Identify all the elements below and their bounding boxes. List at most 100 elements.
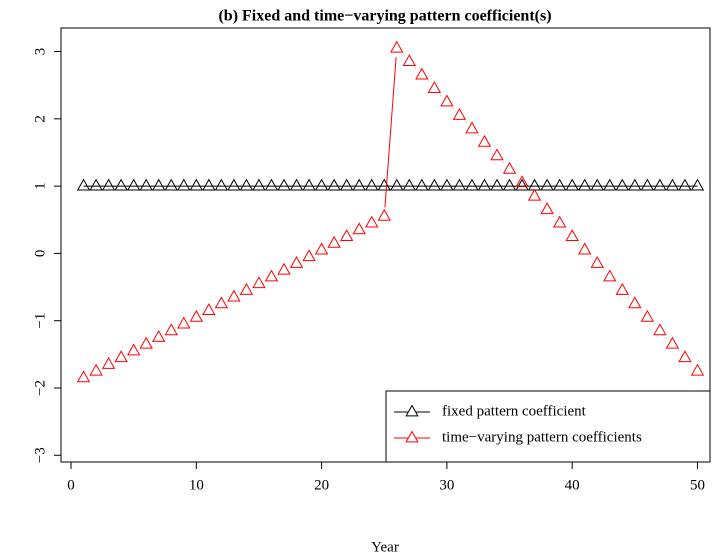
point (390, 40, 404, 53)
point (390, 178, 404, 191)
point (490, 148, 504, 161)
point (678, 350, 692, 363)
y-tick-label: 1 (32, 182, 48, 190)
point (239, 178, 254, 191)
point (277, 262, 291, 275)
point (202, 178, 216, 191)
point (139, 178, 153, 191)
point (653, 178, 667, 191)
point (264, 269, 279, 282)
point (139, 336, 153, 349)
point (415, 67, 429, 80)
point (552, 215, 567, 228)
point (177, 178, 191, 191)
chart-title: (b) Fixed and time−varying pattern coeff… (218, 8, 551, 25)
point (214, 296, 229, 309)
point (227, 289, 241, 302)
point (640, 178, 655, 191)
point (515, 178, 529, 191)
point (628, 178, 642, 191)
point (590, 255, 604, 268)
y-tick-label: −2 (32, 380, 48, 396)
point (440, 94, 454, 107)
point (114, 178, 128, 191)
x-tick-label: 30 (439, 477, 454, 493)
point (527, 178, 542, 191)
point (277, 178, 291, 191)
point (540, 178, 554, 191)
legend-label: fixed pattern coefficient (442, 403, 587, 419)
point (590, 178, 604, 191)
point (365, 215, 379, 228)
point (89, 363, 103, 376)
x-tick-label: 10 (189, 477, 204, 493)
point (377, 208, 391, 221)
point (314, 242, 329, 255)
point (665, 336, 680, 349)
point (628, 296, 642, 309)
point (252, 178, 266, 191)
legend-marker (405, 404, 419, 417)
point (289, 178, 304, 191)
point (239, 282, 254, 295)
point (289, 255, 304, 268)
point (352, 178, 366, 191)
point (101, 356, 116, 369)
point (415, 178, 429, 191)
point (177, 316, 191, 329)
point (339, 178, 354, 191)
point (126, 343, 141, 356)
point (452, 107, 467, 120)
point (352, 222, 366, 235)
y-tick-label: 3 (32, 48, 48, 56)
point (477, 134, 492, 147)
point (427, 178, 442, 191)
point (578, 242, 592, 255)
point (377, 178, 391, 191)
point (327, 235, 341, 248)
y-tick-label: −3 (32, 447, 48, 463)
point (89, 178, 103, 191)
point (465, 121, 479, 134)
point (327, 178, 341, 191)
point (465, 178, 479, 191)
series-segment (384, 57, 397, 208)
point (302, 178, 316, 191)
point (690, 178, 705, 191)
point (339, 229, 354, 241)
point (164, 323, 178, 336)
point (578, 178, 592, 191)
x-tick-label: 0 (67, 477, 75, 493)
point (76, 370, 91, 383)
point (76, 178, 91, 191)
point (502, 161, 517, 174)
point (540, 202, 554, 215)
point (515, 175, 529, 188)
point (164, 178, 178, 191)
legend-marker (405, 430, 419, 443)
point (402, 178, 417, 191)
point (152, 178, 166, 191)
point (264, 178, 279, 191)
point (678, 178, 692, 191)
point (653, 323, 667, 336)
point (227, 178, 241, 191)
point (452, 178, 467, 191)
x-axis-label: Year (371, 539, 399, 555)
point (302, 249, 316, 262)
point (477, 178, 492, 191)
point (114, 350, 128, 363)
y-tick-label: −1 (32, 313, 48, 329)
point (427, 81, 442, 93)
point (189, 178, 204, 191)
point (565, 229, 579, 241)
point (214, 178, 229, 191)
point (565, 178, 579, 191)
point (615, 178, 630, 191)
point (252, 276, 266, 289)
point (665, 178, 680, 191)
point (440, 178, 454, 191)
point (502, 178, 517, 191)
